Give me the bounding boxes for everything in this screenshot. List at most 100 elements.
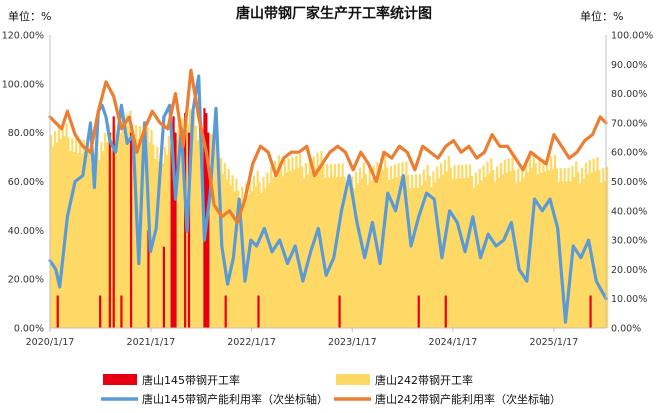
yellow-bar — [150, 129, 153, 328]
yellow-bar — [67, 137, 70, 328]
left-tick-label: 100.00% — [2, 79, 44, 90]
yellow-bar — [212, 148, 215, 328]
yellow-bar — [258, 181, 261, 328]
yellow-bar — [225, 179, 228, 328]
yellow-bar — [494, 181, 497, 328]
legend-swatch-red-bars — [103, 374, 137, 385]
yellow-bar — [115, 136, 118, 328]
yellow-bar — [399, 175, 402, 328]
yellow-bar — [144, 140, 147, 328]
yellow-bar — [499, 162, 503, 328]
right-tick-label: 20.00% — [611, 265, 647, 276]
yellow-bar — [275, 171, 279, 328]
red-bar — [257, 295, 260, 328]
yellow-bar — [577, 172, 580, 328]
yellow-bar — [105, 142, 109, 328]
yellow-bar — [391, 178, 394, 328]
yellow-bar — [472, 187, 476, 328]
yellow-bar — [291, 156, 294, 328]
yellow-bar — [407, 174, 410, 328]
red-bar — [120, 295, 123, 328]
yellow-bar — [586, 174, 589, 328]
yellow-bar — [146, 127, 149, 328]
yellow-bar — [438, 178, 441, 328]
yellow-bar — [299, 154, 302, 328]
yellow-bar — [252, 175, 255, 328]
yellow-bar — [239, 202, 242, 328]
yellow-bar — [414, 174, 418, 328]
left-tick-label: 120.00% — [2, 31, 44, 42]
yellow-bar — [244, 183, 248, 328]
yellow-bar — [474, 172, 477, 328]
yellow-bar — [544, 171, 547, 328]
yellow-bar — [113, 125, 116, 328]
yellow-bar — [104, 133, 107, 328]
yellow-bar — [158, 161, 161, 328]
yellow-bar — [395, 177, 398, 328]
yellow-bar — [71, 138, 74, 328]
yellow-bar — [445, 171, 449, 328]
yellow-bar — [411, 174, 414, 328]
yellow-bar — [530, 167, 533, 328]
chart-title: 唐山带钢厂家生产开工率统计图 — [236, 5, 432, 22]
yellow-bar — [125, 114, 128, 328]
yellow-bar — [385, 167, 389, 328]
left-tick-label: 60.00% — [8, 177, 44, 188]
yellow-bar — [289, 170, 292, 328]
yellow-bar — [194, 126, 198, 328]
yellow-bar — [434, 182, 437, 328]
yellow-bar — [156, 146, 159, 328]
yellow-bar — [102, 151, 105, 328]
yellow-bar — [140, 139, 144, 328]
yellow-bar — [455, 178, 458, 328]
red-bar — [338, 295, 341, 328]
yellow-bar — [565, 181, 568, 328]
axes: 0.00% 20.00% 40.00% 60.00% 80.00% 100.00% 120.… — [2, 31, 654, 349]
yellow-bar — [179, 134, 182, 328]
yellow-bar — [200, 142, 203, 328]
yellow-bar — [100, 142, 103, 328]
legend-label-yellow-bars: 唐山242带钢开工率 — [375, 373, 473, 387]
yellow-bar — [88, 152, 91, 328]
yellow-bar — [561, 181, 564, 328]
yellow-bar — [467, 177, 470, 328]
yellow-bar — [403, 175, 406, 328]
yellow-bar — [208, 146, 211, 328]
plot-area — [48, 68, 609, 329]
yellow-bar — [428, 175, 431, 328]
yellow-bar — [370, 180, 373, 328]
yellow-bar — [300, 166, 304, 328]
yellow-bar — [524, 161, 528, 328]
yellow-bar — [368, 169, 371, 328]
yellow-bar — [82, 139, 86, 328]
red-bar — [112, 116, 115, 328]
x-tick-label: 2023/1/17 — [328, 337, 377, 348]
yellow-bar — [322, 164, 325, 328]
yellow-bar — [536, 174, 539, 328]
yellow-bar — [526, 172, 530, 328]
yellow-bar — [405, 161, 408, 328]
yellow-bar — [268, 183, 271, 328]
yellow-bar — [366, 184, 369, 328]
yellow-bar — [190, 123, 194, 328]
yellow-bar — [468, 164, 472, 328]
yellow-bar — [121, 117, 124, 328]
yellow-bar — [422, 169, 425, 328]
yellow-bar — [596, 157, 599, 328]
yellow-bar — [77, 152, 80, 328]
x-tick-label: 2024/1/17 — [429, 337, 478, 348]
yellow-bar — [592, 158, 595, 328]
yellow-bar — [343, 176, 346, 328]
yellow-bar — [306, 174, 310, 328]
yellow-bar — [123, 129, 126, 328]
right-tick-label: 40.00% — [611, 206, 647, 217]
yellow-bar — [181, 118, 184, 328]
yellow-bar — [80, 153, 84, 328]
yellow-bar — [189, 109, 192, 328]
yellow-bar — [337, 163, 340, 328]
right-tick-label: 50.00% — [611, 177, 647, 188]
yellow-bar — [86, 139, 89, 328]
yellow-bar — [569, 181, 572, 328]
x-tick-label: 2022/1/17 — [227, 337, 276, 348]
